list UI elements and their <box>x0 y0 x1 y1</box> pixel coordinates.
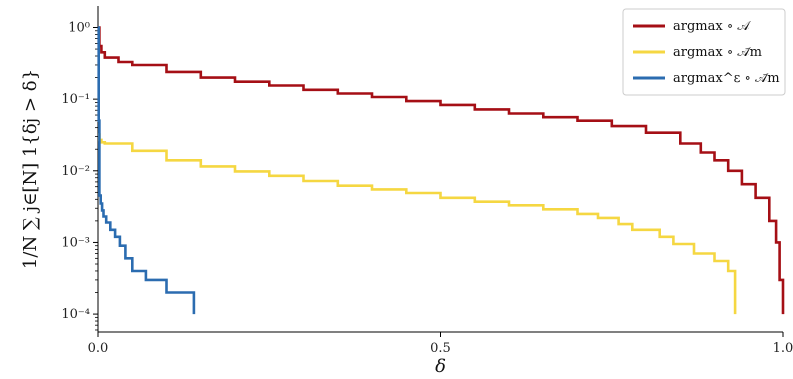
y-tick-label-4: 10⁻⁴ <box>61 307 90 322</box>
y-tick-label-1: 10⁻¹ <box>61 92 90 107</box>
series-line-2 <box>97 26 196 315</box>
x-tick-label-0: 0.0 <box>88 341 109 356</box>
y-axis-title-text: 1/N ∑ j∈[N] 1{δj > δ} <box>20 69 41 269</box>
x-tick-label-1: 0.5 <box>430 341 451 356</box>
legend-label-2: argmax^ε ∘ 𝒜̃m <box>673 71 780 86</box>
y-tick-label-3: 10⁻³ <box>61 235 90 250</box>
legend-label-0: argmax ∘ 𝒜 <box>673 19 751 34</box>
y-axis-title: 1/N ∑ j∈[N] 1{δj > δ} <box>20 69 41 269</box>
legend: argmax ∘ 𝒜 argmax ∘ 𝒜̃m argmax^ε ∘ 𝒜̃m <box>622 8 786 96</box>
series-layer <box>97 26 785 315</box>
legend-box <box>622 8 786 96</box>
legend-label-1: argmax ∘ 𝒜̃m <box>673 45 762 60</box>
x-ticks: 0.0 0.5 1.0 <box>88 332 793 356</box>
x-axis-title: δ <box>435 356 446 377</box>
y-tick-label-2: 10⁻² <box>61 164 90 179</box>
series-line-0 <box>98 26 785 315</box>
x-tick-label-2: 1.0 <box>773 341 793 356</box>
series-line-1 <box>98 133 737 315</box>
y-tick-label-0: 10⁰ <box>68 20 90 35</box>
y-ticks: 10⁰ 10⁻¹ 10⁻² 10⁻³ 10⁻⁴ <box>61 20 98 331</box>
